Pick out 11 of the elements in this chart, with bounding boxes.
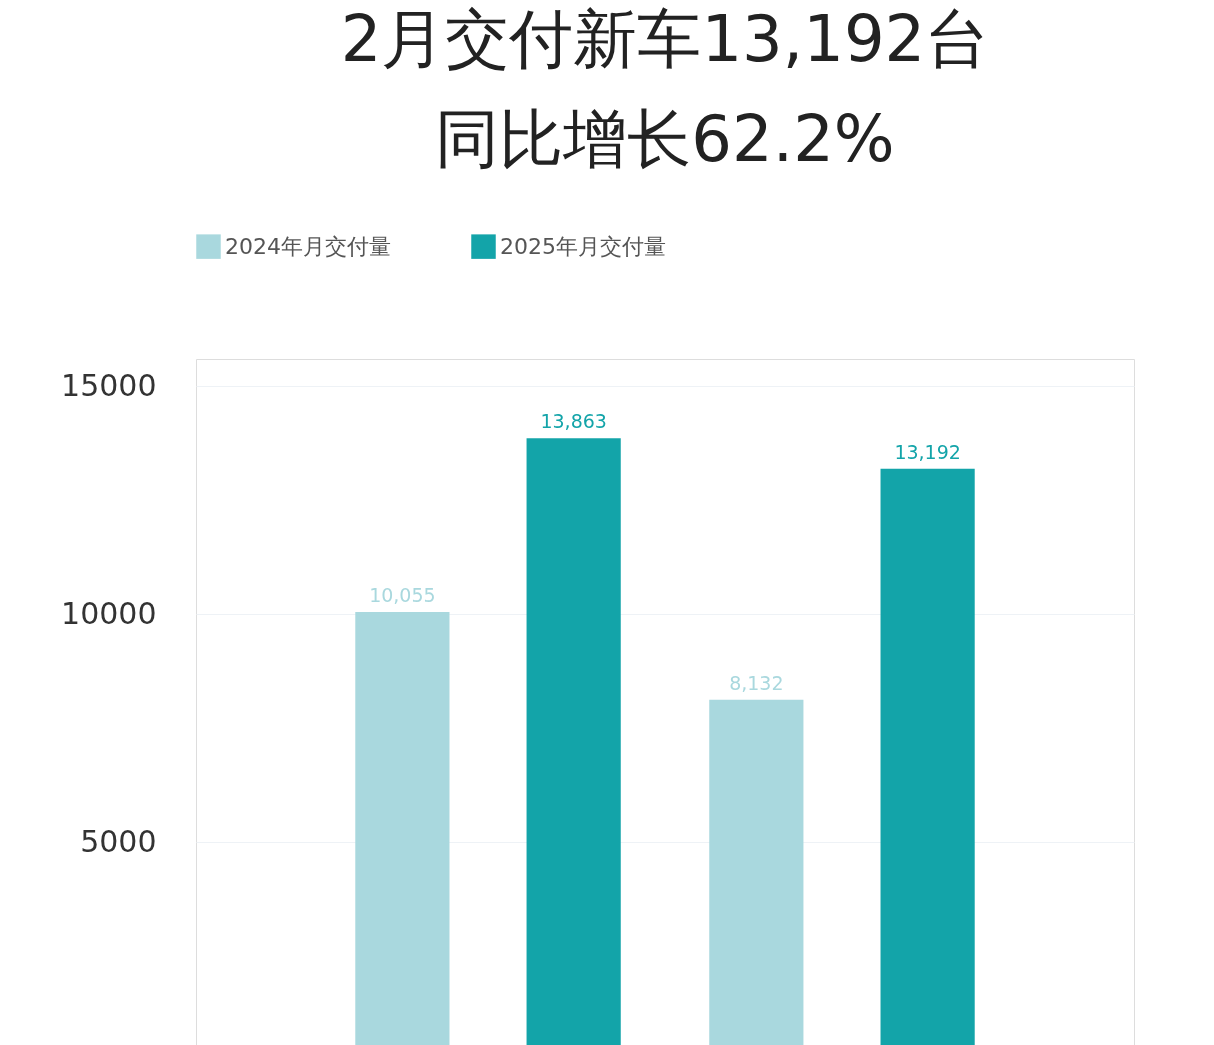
data-label: 13,192 <box>894 440 961 463</box>
y-tick-label: 15000 <box>61 367 157 403</box>
y-tick-label: 5000 <box>80 823 157 859</box>
data-label: 8,132 <box>729 671 784 694</box>
y-tick-label: 10000 <box>61 595 157 631</box>
data-label: 13,863 <box>540 410 607 433</box>
text: 同比增长62.2% <box>435 102 895 176</box>
data-label: 10,055 <box>369 583 436 606</box>
legend-label: 2025年月交付量 <box>500 233 666 259</box>
text: 2月交付新车13,192台 <box>340 2 990 76</box>
legend-label: 2024年月交付量 <box>225 233 391 259</box>
